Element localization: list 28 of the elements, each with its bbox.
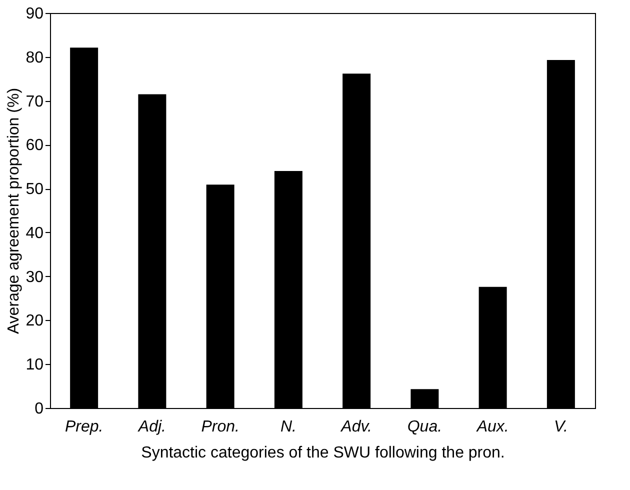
bar bbox=[138, 94, 166, 408]
x-tick-label: Adj. bbox=[137, 418, 166, 436]
y-tick-label: 40 bbox=[26, 224, 44, 242]
x-tick-label: Prep. bbox=[64, 418, 104, 436]
bar bbox=[546, 60, 575, 408]
y-tick-label: 50 bbox=[26, 181, 44, 198]
y-tick-label: 30 bbox=[26, 268, 44, 286]
y-axis-title: Average agreement proportion (%) bbox=[6, 88, 23, 334]
bar bbox=[70, 48, 98, 408]
x-tick-label: Aux. bbox=[476, 418, 509, 436]
bar bbox=[274, 171, 302, 408]
x-tick-label: N. bbox=[280, 418, 296, 436]
y-tick-label: 10 bbox=[26, 356, 44, 374]
x-tick-label: Pron. bbox=[201, 418, 240, 436]
y-tick-label: 80 bbox=[26, 49, 44, 66]
bar bbox=[478, 286, 507, 408]
x-tick-label: Adv. bbox=[340, 418, 372, 436]
y-tick-label: 20 bbox=[26, 312, 44, 330]
bar bbox=[410, 389, 439, 408]
bar bbox=[342, 74, 371, 408]
y-tick-label: 0 bbox=[34, 400, 44, 418]
x-axis-title: Syntactic categories of the SWU following the pron. bbox=[141, 444, 505, 462]
y-tick-label: 90 bbox=[26, 6, 44, 22]
x-tick-label: Qua. bbox=[407, 418, 442, 436]
x-tick-label: V. bbox=[554, 418, 568, 436]
y-tick-label: 60 bbox=[26, 137, 44, 154]
y-tick-label: 70 bbox=[26, 93, 44, 110]
bar bbox=[206, 184, 234, 408]
